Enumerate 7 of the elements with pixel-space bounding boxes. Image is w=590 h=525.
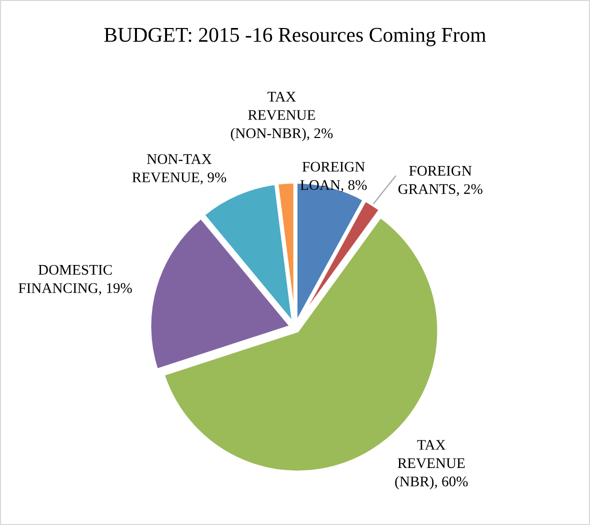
slice-label: FOREIGN GRANTS, 2% xyxy=(398,166,482,196)
slice-label: DOMESTIC FINANCING, 19% xyxy=(18,264,132,296)
slice-label: TAX REVENUE (NBR), 60% xyxy=(395,440,468,490)
chart-title: BUDGET: 2015 -16 Resources Coming From xyxy=(104,28,486,46)
slice-label: NON-TAX REVENUE, 9% xyxy=(132,154,226,184)
slice-label: TAX REVENUE (NON-NBR), 2% xyxy=(230,92,333,142)
slice-label: FOREIGN LOAN, 8% xyxy=(300,162,367,192)
